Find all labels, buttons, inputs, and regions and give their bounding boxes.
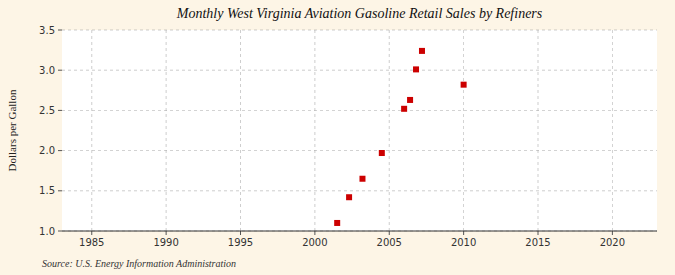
- y-tick: [58, 70, 62, 71]
- x-tick-label: 2010: [451, 237, 476, 248]
- x-tick-label: 1995: [228, 237, 253, 248]
- y-grid-line: [62, 150, 657, 151]
- points: [334, 48, 466, 226]
- y-tick-label: 2.0: [39, 145, 55, 156]
- point: [401, 106, 407, 112]
- x-tick: [612, 231, 613, 235]
- x-tick-label: 2015: [525, 237, 550, 248]
- x-grid-line: [612, 30, 613, 231]
- x-grid-line: [166, 30, 167, 231]
- y-tick-label: 1.5: [39, 185, 55, 196]
- y-tick-label: 2.5: [39, 105, 55, 116]
- y-tick: [58, 190, 62, 191]
- grid: [62, 30, 657, 231]
- plot-background: [62, 30, 657, 231]
- point: [419, 48, 425, 54]
- x-axis-line: [62, 231, 657, 232]
- y-tick-label: 3.0: [39, 65, 55, 76]
- point: [461, 82, 467, 88]
- x-tick: [389, 231, 390, 235]
- y-tick: [58, 30, 62, 31]
- x-grid-line: [389, 30, 390, 231]
- x-grid-line: [314, 30, 315, 231]
- y-grid-line: [62, 70, 657, 71]
- x-tick: [166, 231, 167, 235]
- title: Monthly West Virginia Aviation Gasoline …: [176, 6, 543, 21]
- x-grid-line: [463, 30, 464, 231]
- x-grid-line: [538, 30, 539, 231]
- source: Source: U.S. Energy Information Administ…: [42, 258, 236, 269]
- x-tick: [91, 231, 92, 235]
- background: [0, 0, 675, 275]
- x-tick-label: 1985: [79, 237, 104, 248]
- x-grid-line: [240, 30, 241, 231]
- x-tick: [240, 231, 241, 235]
- x-tick-label: 2020: [600, 237, 625, 248]
- point: [359, 176, 365, 182]
- x-tick: [538, 231, 539, 235]
- x-tick: [314, 231, 315, 235]
- y-tick-label: 1.0: [39, 226, 55, 237]
- y-grid-line: [62, 231, 657, 232]
- y-grid-line: [62, 110, 657, 111]
- axes: 1985 1990 1995 2000 2005 2010 2015 2020 1.0 1.5 2.…: [39, 25, 657, 249]
- x-grid-line: [91, 30, 92, 231]
- point: [413, 66, 419, 72]
- y-tick-label: 3.5: [39, 25, 55, 36]
- x-tick-label: 2005: [377, 237, 402, 248]
- y-tick: [58, 110, 62, 111]
- point: [334, 220, 340, 226]
- x-tick-label: 1990: [153, 237, 178, 248]
- y-tick: [58, 231, 62, 232]
- chart: 1985 1990 1995 2000 2005 2010 2015 2020 1.0 1.5 2.…: [0, 0, 675, 275]
- x-tick: [463, 231, 464, 235]
- point: [346, 194, 352, 200]
- point: [407, 97, 413, 103]
- y-axis-label: Dollars per Gallon: [6, 89, 18, 171]
- point: [379, 150, 385, 156]
- x-tick-label: 2000: [302, 237, 327, 248]
- y-grid-line: [62, 190, 657, 191]
- y-tick: [58, 150, 62, 151]
- y-grid-line: [62, 30, 657, 31]
